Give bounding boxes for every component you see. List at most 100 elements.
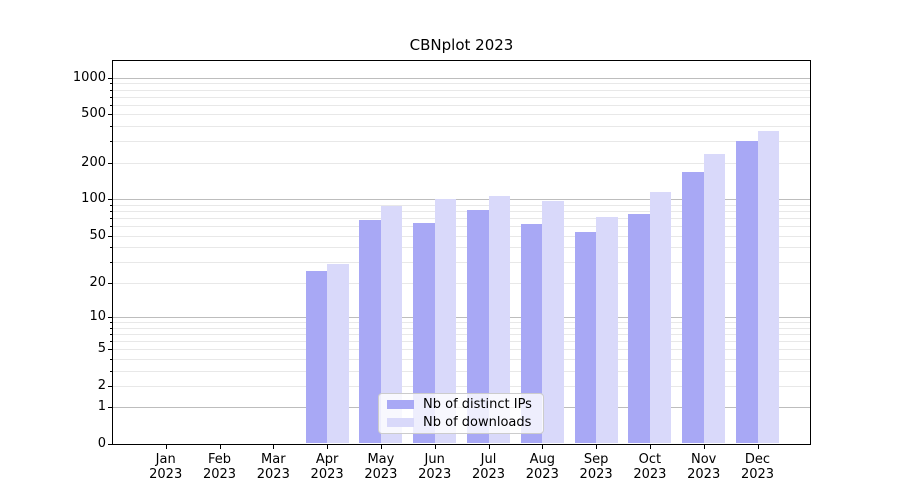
gridline-minor-300 xyxy=(113,141,810,143)
legend: Nb of distinct IPs Nb of downloads xyxy=(378,393,544,434)
bar-nb-of-distinct-ips-aug-2023 xyxy=(520,223,543,443)
y-tick-label-50: 50 xyxy=(89,227,106,243)
y-tick-label-0: 0 xyxy=(97,436,106,451)
x-tick-year: 2023 xyxy=(149,467,183,482)
bar-nb-of-distinct-ips-jul-2023 xyxy=(467,209,489,443)
x-tick-month: Mar xyxy=(261,452,286,467)
y-tick-label-10: 10 xyxy=(89,308,106,324)
x-tick-label-may-2023: May 2023 xyxy=(353,452,409,482)
legend-label-nb-of-distinct-ips: Nb of distinct IPs xyxy=(423,397,532,412)
x-tick-label-oct-2023: Oct 2023 xyxy=(622,452,678,482)
x-tick-mark xyxy=(649,445,651,449)
y-minor-tick-mark xyxy=(110,89,112,91)
x-tick-month: Jul xyxy=(480,452,497,467)
legend-swatch-nb-of-downloads xyxy=(387,418,414,427)
legend-label-nb-of-downloads: Nb of downloads xyxy=(423,415,532,430)
y-minor-tick-mark xyxy=(110,83,112,85)
y-minor-tick-mark xyxy=(110,358,112,360)
x-tick-label-jun-2023: Jun 2023 xyxy=(407,452,463,482)
gridline-minor-7 xyxy=(113,333,810,335)
y-minor-tick-mark xyxy=(110,370,112,372)
y-minor-tick-mark xyxy=(110,126,112,128)
x-tick-month: Aug xyxy=(529,452,555,467)
y-minor-tick-mark xyxy=(110,261,112,263)
x-tick-year: 2023 xyxy=(202,467,237,482)
bar-nb-of-distinct-ips-may-2023 xyxy=(359,220,381,443)
y-minor-tick-mark xyxy=(110,340,112,342)
bar-nb-of-distinct-ips-jun-2023 xyxy=(413,222,435,443)
x-tick-month: Nov xyxy=(691,452,717,467)
x-tick-mark xyxy=(434,445,436,449)
gridline-minor-80 xyxy=(113,211,810,212)
bar-nb-of-downloads-apr-2023 xyxy=(327,263,349,443)
y-minor-tick-mark xyxy=(110,321,112,323)
gridline-minor-5 xyxy=(113,349,810,350)
gridline-minor-500 xyxy=(113,114,810,116)
chart-title: CBNplot 2023 xyxy=(409,36,514,54)
x-tick-mark xyxy=(219,445,221,449)
y-tick-mark xyxy=(108,199,112,201)
y-minor-tick-mark xyxy=(110,141,112,143)
y-tick-label-1: 1 xyxy=(97,399,106,415)
x-tick-label-mar-2023: Mar 2023 xyxy=(245,452,301,482)
y-tick-mark xyxy=(108,162,112,164)
gridline-minor-9 xyxy=(113,321,810,323)
y-minor-tick-mark xyxy=(110,327,112,329)
plot-area xyxy=(112,60,811,445)
gridline-major-1000 xyxy=(113,77,810,79)
bar-nb-of-distinct-ips-nov-2023 xyxy=(682,172,704,443)
y-tick-label-1000: 1000 xyxy=(72,69,106,85)
x-tick-year: 2023 xyxy=(579,467,613,482)
x-tick-mark xyxy=(488,445,490,449)
x-tick-label-jul-2023: Jul 2023 xyxy=(461,452,517,482)
x-tick-mark xyxy=(757,445,759,449)
gridline-minor-50 xyxy=(113,235,810,237)
gridline-minor-8 xyxy=(113,327,810,329)
legend-row-nb-of-distinct-ips: Nb of distinct IPs xyxy=(387,397,535,412)
gridline-minor-600 xyxy=(113,104,810,106)
x-tick-label-jan-2023: Jan 2023 xyxy=(138,452,194,482)
x-tick-month: Oct xyxy=(638,452,662,467)
x-tick-mark xyxy=(542,445,544,449)
gridline-minor-90 xyxy=(113,204,810,206)
x-tick-month: Dec xyxy=(744,452,771,467)
y-minor-tick-mark xyxy=(110,211,112,212)
x-tick-month: Feb xyxy=(207,452,232,467)
bar-nb-of-downloads-jul-2023 xyxy=(488,196,510,443)
x-tick-mark xyxy=(327,445,329,449)
gridline-minor-900 xyxy=(113,83,810,85)
bar-nb-of-downloads-nov-2023 xyxy=(703,153,726,443)
bar-nb-of-downloads-dec-2023 xyxy=(757,131,779,443)
y-tick-label-20: 20 xyxy=(89,274,106,290)
gridline-minor-800 xyxy=(113,89,810,91)
y-minor-tick-mark xyxy=(110,96,112,98)
gridline-major-100 xyxy=(113,199,810,201)
x-tick-mark xyxy=(380,445,382,449)
x-tick-label-aug-2023: Aug 2023 xyxy=(514,452,570,482)
y-minor-tick-mark xyxy=(110,217,112,219)
y-tick-mark xyxy=(108,407,112,409)
x-tick-year: 2023 xyxy=(418,467,452,482)
x-tick-label-feb-2023: Feb 2023 xyxy=(192,452,248,482)
y-minor-tick-mark xyxy=(110,247,112,249)
legend-row-nb-of-downloads: Nb of downloads xyxy=(387,415,535,430)
gridline-minor-400 xyxy=(113,126,810,128)
bar-nb-of-distinct-ips-oct-2023 xyxy=(628,214,650,443)
x-tick-mark xyxy=(165,445,167,449)
bar-nb-of-distinct-ips-apr-2023 xyxy=(305,271,328,443)
x-tick-year: 2023 xyxy=(310,467,344,482)
x-tick-year: 2023 xyxy=(256,467,290,482)
y-tick-mark xyxy=(108,316,112,318)
x-tick-mark xyxy=(273,445,275,449)
x-tick-label-apr-2023: Apr 2023 xyxy=(299,452,355,482)
gridline-major-10 xyxy=(113,316,810,318)
gridline-minor-3 xyxy=(113,370,810,372)
y-minor-tick-mark xyxy=(110,226,112,228)
gridline-minor-40 xyxy=(113,247,810,249)
x-tick-year: 2023 xyxy=(687,467,721,482)
x-tick-year: 2023 xyxy=(633,467,667,482)
y-tick-label-5: 5 xyxy=(97,341,106,356)
x-tick-year: 2023 xyxy=(740,467,775,482)
y-tick-mark xyxy=(108,77,112,79)
